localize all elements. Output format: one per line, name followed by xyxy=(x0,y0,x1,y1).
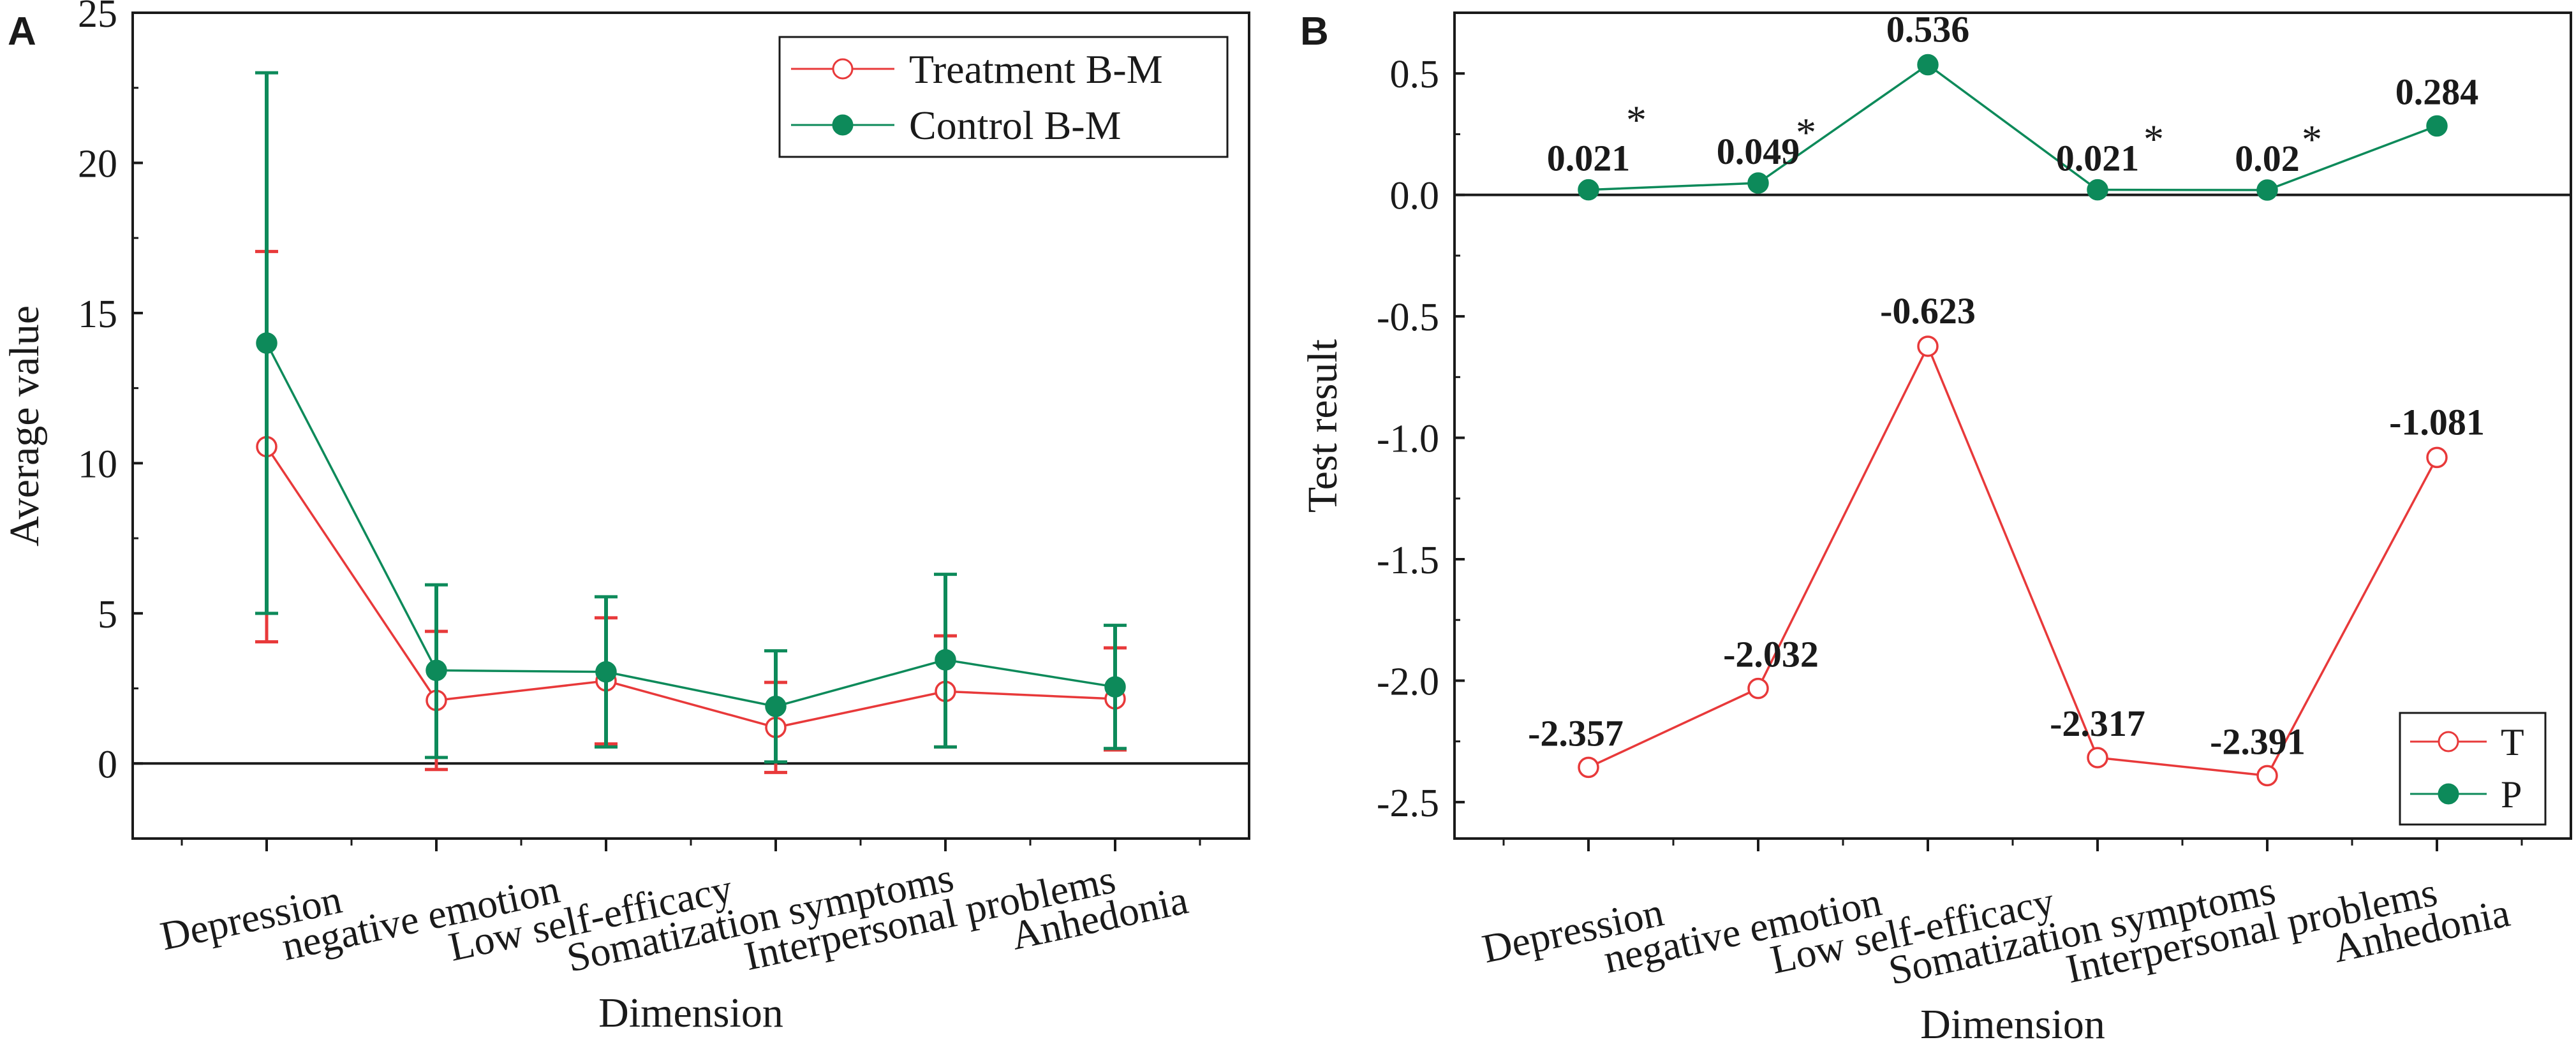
data-point xyxy=(1578,179,1599,201)
data-label: 0.021 xyxy=(1547,138,1631,179)
legend-marker-p xyxy=(2438,783,2459,805)
legend-label-control: Control B-M xyxy=(909,103,1121,148)
significance-marker: * xyxy=(2302,117,2322,162)
data-label: 0.049 xyxy=(1717,131,1800,172)
x-axis-title-b: Dimension xyxy=(1920,1001,2105,1048)
series-a-control-b-m xyxy=(255,71,1127,764)
data-point xyxy=(595,661,617,683)
x-ticks-b xyxy=(1502,839,2523,851)
data-point xyxy=(935,649,956,671)
legend-a: Treatment B-M Control B-M xyxy=(778,36,1229,158)
y-tick-label-b: -2.0 xyxy=(1377,660,1439,703)
data-point xyxy=(1104,676,1126,698)
data-label: 0.021 xyxy=(2056,138,2140,179)
legend-label-p: P xyxy=(2501,773,2522,816)
data-point xyxy=(2256,765,2278,787)
chart-panel-b: B 0.5 0.0 -0.5 -1.0 -1.5 -2.0 -2.5 -2.357 -2.03… xyxy=(1299,9,2572,1048)
y-tick-label-a: 25 xyxy=(78,0,117,36)
data-point xyxy=(1747,172,1769,194)
significance-marker: * xyxy=(1796,110,1816,155)
y-tick-label-a: 0 xyxy=(98,743,117,786)
data-point xyxy=(2256,179,2278,201)
data-point xyxy=(256,332,278,354)
series-b-t: -2.357 -2.032 -0.623 -2.317 -2.391 -1.081 xyxy=(1528,290,2485,787)
data-point xyxy=(765,696,787,717)
y-tick-label-b: 0.5 xyxy=(1390,53,1440,96)
legend-marker-control xyxy=(832,114,854,136)
legend-label-t: T xyxy=(2501,721,2524,763)
data-label: 0.284 xyxy=(2395,71,2479,112)
panel-a-label: A xyxy=(8,10,36,54)
data-label: -2.391 xyxy=(2210,721,2306,762)
series-line xyxy=(1588,63,2438,191)
legend-marker-treatment xyxy=(832,58,854,80)
data-label: -1.081 xyxy=(2389,401,2485,443)
data-label: 0.536 xyxy=(1886,9,1970,50)
y-tick-label-b: -1.0 xyxy=(1377,418,1439,461)
data-point xyxy=(2087,179,2108,201)
series-line xyxy=(265,446,1116,729)
y-axis-title-b: Test result xyxy=(1299,339,1346,513)
data-label: -2.032 xyxy=(1723,634,1819,675)
y-ticks-b: 0.5 0.0 -0.5 -1.0 -1.5 -2.0 -2.5 xyxy=(1377,53,2571,825)
y-tick-label-a: 20 xyxy=(78,142,117,186)
series-line xyxy=(265,342,1116,708)
y-tick-label-a: 5 xyxy=(98,593,117,636)
legend-b: T P xyxy=(2399,712,2547,826)
significance-marker: * xyxy=(1626,98,1647,143)
significance-marker: * xyxy=(2143,117,2164,162)
x-axis-title-a: Dimension xyxy=(598,990,783,1036)
legend-box-a xyxy=(778,36,1229,158)
data-point xyxy=(426,659,447,682)
data-point xyxy=(2426,115,2448,137)
series-line xyxy=(1588,343,2438,777)
y-tick-label-a: 15 xyxy=(78,293,117,336)
legend-marker-t xyxy=(2438,731,2459,752)
x-ticks-a xyxy=(181,839,1201,851)
y-tick-label-a: 10 xyxy=(78,443,117,486)
y-tick-label-b: -1.5 xyxy=(1377,539,1439,582)
y-tick-label-b: -0.5 xyxy=(1377,296,1439,339)
series-b-p: 0.021 0.049 0.536 0.021 0.02 0.284 * * * * xyxy=(1547,9,2479,201)
data-point xyxy=(2087,747,2108,768)
legend-box-b xyxy=(2399,712,2547,826)
data-point xyxy=(1917,335,1939,357)
data-label: -0.623 xyxy=(1880,290,1976,332)
data-point xyxy=(1578,756,1599,779)
data-label: -2.317 xyxy=(2050,703,2145,744)
y-axis-title-a: Average value xyxy=(1,305,48,546)
legend-label-treatment: Treatment B-M xyxy=(909,47,1163,92)
data-point xyxy=(1747,677,1769,700)
y-tick-label-b: -2.5 xyxy=(1377,782,1439,825)
data-point xyxy=(2426,446,2448,469)
series-a-treatment-b-m xyxy=(255,249,1127,774)
data-label: 0.02 xyxy=(2235,138,2300,179)
data-point xyxy=(1917,54,1939,76)
y-tick-label-b: 0.0 xyxy=(1390,175,1440,218)
data-label: -2.357 xyxy=(1528,712,1624,754)
y-ticks-a: 0 5 10 15 20 25 xyxy=(78,0,1249,786)
panel-b-label: B xyxy=(1300,10,1329,54)
